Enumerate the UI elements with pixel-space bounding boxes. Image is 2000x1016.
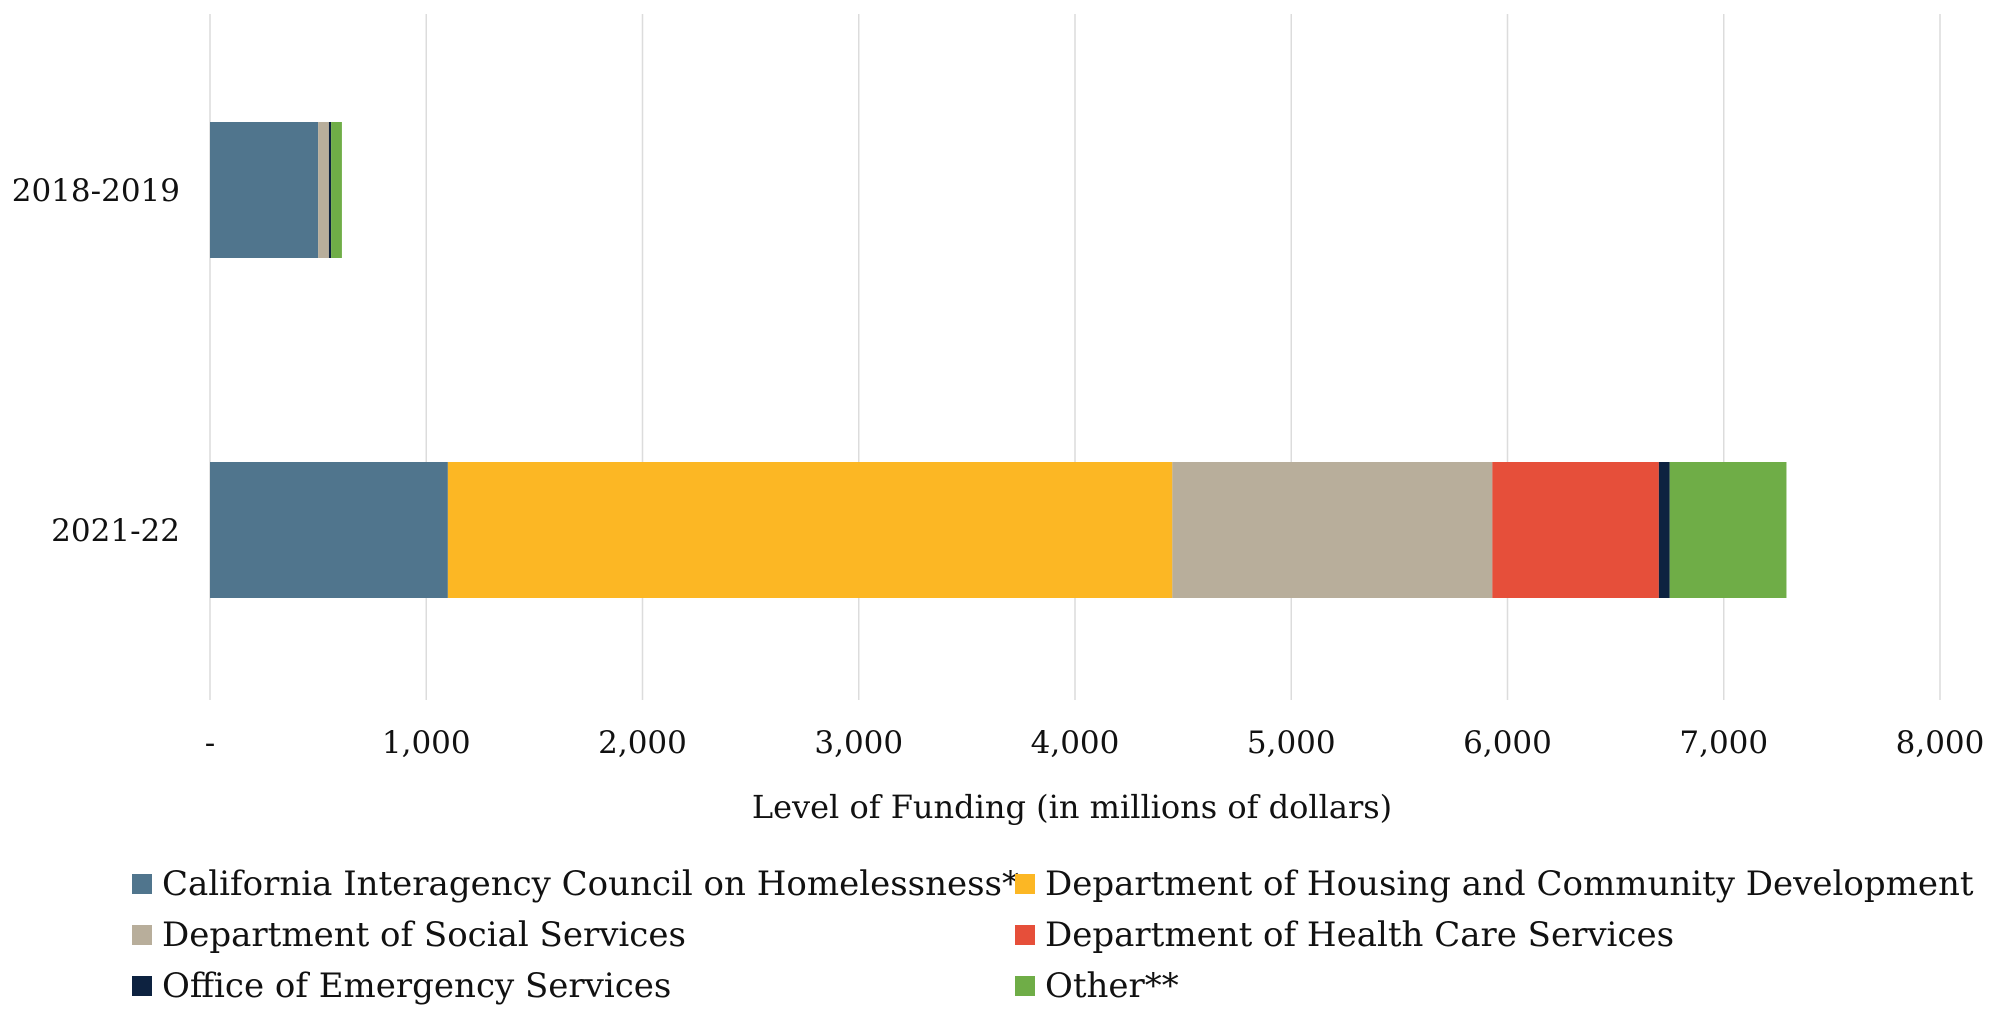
legend-label: Department of Social Services	[162, 915, 686, 955]
legend-swatch	[132, 976, 152, 996]
legend-label: Office of Emergency Services	[162, 966, 672, 1006]
gridlines	[209, 14, 1941, 700]
bar-segment	[1658, 462, 1670, 598]
category-labels: 2018-2019 2021-22	[12, 173, 180, 549]
x-tick-label: 3,000	[814, 725, 903, 761]
legend-item: California Interagency Council on Homele…	[132, 862, 1019, 906]
x-tick-label: 4,000	[1031, 725, 1120, 761]
x-tick-label: 7,000	[1679, 725, 1768, 761]
category-label: 2021-22	[51, 513, 180, 549]
x-tick-label: -	[205, 725, 215, 761]
bar-segment	[1669, 462, 1787, 598]
bar-segment	[210, 462, 448, 598]
legend-label: Other**	[1045, 966, 1179, 1006]
x-tick-labels: - 1,000 2,000 3,000 4,000 5,000 6,000 7,000 8,00…	[205, 725, 1985, 761]
bar-segment	[328, 122, 332, 258]
legend-item: Office of Emergency Services	[132, 964, 1015, 1008]
bar-segment	[331, 122, 342, 258]
category-label: 2018-2019	[12, 173, 180, 209]
legend-swatch	[1015, 925, 1035, 945]
legend: California Interagency Council on Homele…	[132, 862, 1974, 1008]
legend-swatch	[132, 874, 152, 894]
legend-item: Other**	[1015, 964, 1972, 1008]
legend-label: Department of Housing and Community Deve…	[1045, 864, 1974, 904]
x-tick-label: 5,000	[1247, 725, 1336, 761]
bar-segment	[1172, 462, 1493, 598]
legend-swatch	[1015, 874, 1035, 894]
x-tick-label: 1,000	[382, 725, 471, 761]
bar-segment	[447, 462, 1173, 598]
x-tick-label: 8,000	[1896, 725, 1985, 761]
bar-segment	[318, 122, 329, 258]
x-tick-label: 2,000	[598, 725, 687, 761]
legend-label: California Interagency Council on Homele…	[162, 864, 1020, 904]
legend-item: Department of Health Care Services	[1015, 913, 1972, 957]
legend-label: Department of Health Care Services	[1045, 915, 1675, 955]
legend-item: Department of Housing and Community Deve…	[1015, 862, 1974, 906]
legend-swatch	[1015, 976, 1035, 996]
bars	[210, 122, 1787, 598]
x-axis-title: Level of Funding (in millions of dollars…	[752, 788, 1392, 826]
legend-swatch	[132, 925, 152, 945]
x-tick-label: 6,000	[1463, 725, 1552, 761]
bar-segment	[210, 122, 319, 258]
legend-item: Department of Social Services	[132, 913, 1015, 957]
bar-segment	[1492, 462, 1659, 598]
